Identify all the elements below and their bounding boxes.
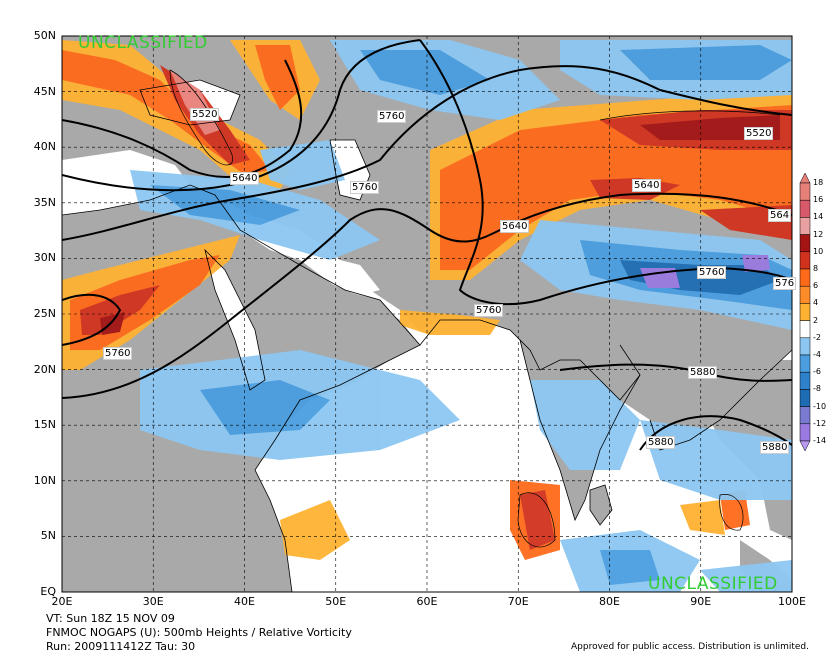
lat-label: 10N [33, 473, 56, 487]
colorbar-tick-label: 10 [813, 246, 824, 256]
lon-label: 30E [142, 595, 164, 608]
colorbar-tick-label: 8 [813, 264, 819, 273]
land-sri-lanka [590, 485, 612, 525]
colorbar-tick-label: -14 [813, 436, 827, 445]
colorbar-swatch [799, 199, 811, 218]
persian-gulf [320, 255, 380, 295]
approval-statement: Approved for public access. Distribution… [571, 642, 809, 652]
lon-label: 70E [507, 595, 529, 608]
lat-label: 25N [33, 307, 56, 320]
colorbar-tick-label: -4 [813, 350, 821, 359]
lon-label: 100E [778, 595, 806, 608]
red-sea [205, 250, 265, 390]
colorbar-tick-label: 2 [813, 315, 819, 325]
coastlines [62, 79, 792, 592]
colorbar-swatch [799, 303, 811, 321]
contour-label-5880-south: 5880 [646, 436, 676, 449]
colorbar-tick-label: 16 [813, 195, 824, 205]
lon-label: 20E [51, 595, 73, 608]
lon-label: 60E [416, 595, 438, 608]
lat-label: 40N [33, 140, 56, 154]
colorbar-swatch [799, 371, 811, 390]
colorbar-tick-label: 4 [813, 298, 819, 308]
colorbar-tick-label: 14 [813, 212, 824, 222]
colorbar-swatch [799, 406, 811, 425]
lon-label: 90E [690, 595, 712, 608]
colorbar-swatch [799, 234, 811, 253]
mediterranean [62, 150, 190, 215]
contour-label-5880-bay: 5880 [688, 366, 718, 379]
run-info: Run: 2009111412Z Tau: 30 [46, 640, 196, 653]
contour-label-5520-east: 5520 [744, 127, 774, 140]
vorticity-contours [169, 69, 781, 548]
contour-label-5520-west: 5520 [190, 108, 220, 121]
lon-label: 40E [234, 595, 255, 608]
lon-label: 50E [325, 595, 347, 608]
colorbar-tick-label: 6 [813, 281, 819, 291]
colorbar-swatch [799, 285, 811, 304]
colorbar-tick-label: 18 [813, 178, 824, 187]
contour-label-5640-afghan: 5640 [500, 220, 530, 233]
contour-label-5640-west: 5640 [230, 172, 260, 185]
classification-top: UNCLASSIFIED [78, 33, 208, 53]
contour-label-5760-burma: 5760 [697, 266, 727, 279]
colorbar-tick-label: -8 [813, 384, 821, 394]
colorbar-tick-label: -12 [813, 418, 827, 428]
colorbar-tick-label: 12 [813, 229, 824, 239]
lon-label: 80E [599, 595, 620, 608]
lat-label: EQ [40, 585, 56, 598]
contour-label-5640-tibet: 5640 [632, 179, 662, 192]
colorbar-tick-label: -2 [813, 332, 821, 342]
colorbar-swatch [799, 182, 811, 201]
colorbar-tick-label: -6 [813, 367, 821, 377]
colorbar-swatch [799, 337, 811, 356]
contour-label-5880-east: 5880 [760, 441, 790, 454]
contour-label-5760-north: 5760 [377, 110, 407, 123]
contour-label-5760-pakistan: 5760 [474, 304, 504, 317]
colorbar-swatch [799, 217, 811, 235]
contour-label-5760-east-edge: 576 [773, 277, 797, 290]
lat-label: 50N [33, 29, 56, 42]
contour-label-5760-central: 5760 [350, 181, 380, 194]
lat-label: 15N [33, 418, 56, 432]
lat-label: 35N [33, 195, 56, 209]
colorbar-swatch [799, 423, 811, 442]
colorbar-top-arrow [799, 172, 811, 184]
colorbar-swatch [799, 354, 811, 373]
product-description: FNMOC NOGAPS (U): 500mb Heights / Relati… [46, 626, 352, 639]
colorbar [799, 172, 811, 452]
colorbar-tick-label: -10 [813, 401, 827, 411]
colorbar-swatch [799, 389, 811, 407]
colorbar-swatch [799, 268, 811, 287]
colorbar-bottom-arrow [799, 440, 811, 452]
plot-border [61, 35, 793, 593]
lat-label: 20N [33, 362, 56, 376]
contour-label-5640-east-edge: 564 [768, 209, 792, 222]
classification-bottom: UNCLASSIFIED [648, 574, 778, 594]
lat-label: 45N [33, 84, 56, 98]
lat-label: 5N [40, 529, 56, 543]
valid-time: VT: Sun 18Z 15 NOV 09 [46, 612, 175, 625]
colorbar-swatch [799, 251, 811, 270]
contour-label-5760-africa: 5760 [103, 347, 133, 360]
negative-vorticity-fields [130, 40, 792, 592]
lat-label: 30N [33, 251, 56, 265]
colorbar-swatch [799, 320, 811, 339]
